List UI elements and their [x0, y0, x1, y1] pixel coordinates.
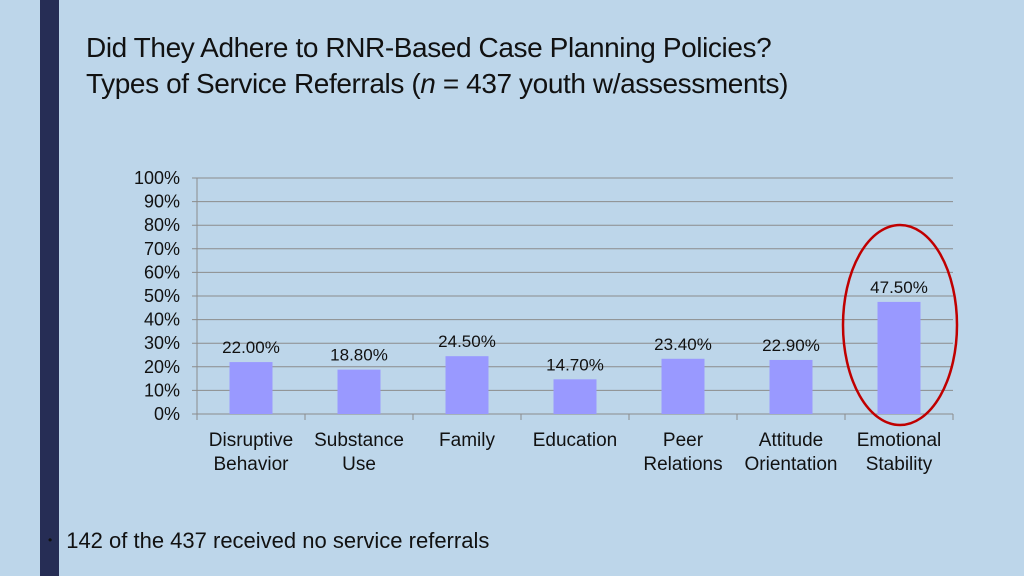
x-tick-label: Behavior [214, 454, 290, 475]
y-tick-label: 50% [144, 286, 180, 306]
x-tick-label: Relations [643, 454, 722, 475]
x-tick-label: Family [439, 430, 495, 451]
bar [769, 359, 813, 414]
value-label: 47.50% [870, 278, 928, 297]
y-tick-label: 60% [144, 262, 180, 282]
slide-title: Did They Adhere to RNR-Based Case Planni… [86, 30, 788, 102]
x-tick-label: Peer [663, 430, 704, 451]
y-tick-label: 70% [144, 239, 180, 259]
x-tick-label: Orientation [745, 454, 838, 475]
bar [877, 301, 921, 414]
x-tick-label: Education [533, 430, 618, 451]
side-accent-bar [40, 0, 59, 576]
bullet-note: • 142 of the 437 received no service refe… [48, 528, 489, 554]
bar [445, 356, 489, 414]
value-label: 22.90% [762, 336, 820, 355]
y-tick-label: 80% [144, 215, 180, 235]
y-tick-label: 30% [144, 333, 180, 353]
title-n-symbol: n [420, 68, 436, 99]
title-line-1: Did They Adhere to RNR-Based Case Planni… [86, 32, 772, 63]
bar [337, 369, 381, 414]
value-label: 18.80% [330, 346, 388, 365]
y-tick-label: 10% [144, 380, 180, 400]
x-tick-label: Use [342, 454, 376, 475]
value-label: 23.40% [654, 335, 712, 354]
y-tick-label: 100% [134, 168, 180, 188]
y-tick-label: 90% [144, 192, 180, 212]
bullet-dot-icon: • [48, 533, 53, 548]
title-line-2-suffix: = 437 youth w/assessments) [435, 68, 789, 99]
title-line-2-prefix: Types of Service Referrals ( [86, 68, 421, 99]
bar [553, 379, 597, 414]
x-tick-label: Emotional [857, 430, 942, 451]
y-tick-label: 40% [144, 310, 180, 330]
highlight-circle [841, 223, 959, 427]
title-line-2: Types of Service Referrals (n = 437 yout… [86, 66, 788, 102]
x-tick-label: Attitude [759, 430, 823, 451]
value-label: 24.50% [438, 332, 496, 351]
x-tick-label: Stability [866, 454, 933, 475]
bar [661, 358, 705, 414]
x-tick-label: Substance [314, 430, 404, 451]
bullet-text: 142 of the 437 received no service refer… [66, 528, 490, 553]
value-label: 22.00% [222, 338, 280, 357]
y-tick-label: 0% [154, 404, 180, 424]
x-tick-label: Disruptive [209, 430, 293, 451]
value-label: 14.70% [546, 355, 604, 374]
bar [229, 362, 273, 414]
y-tick-label: 20% [144, 357, 180, 377]
